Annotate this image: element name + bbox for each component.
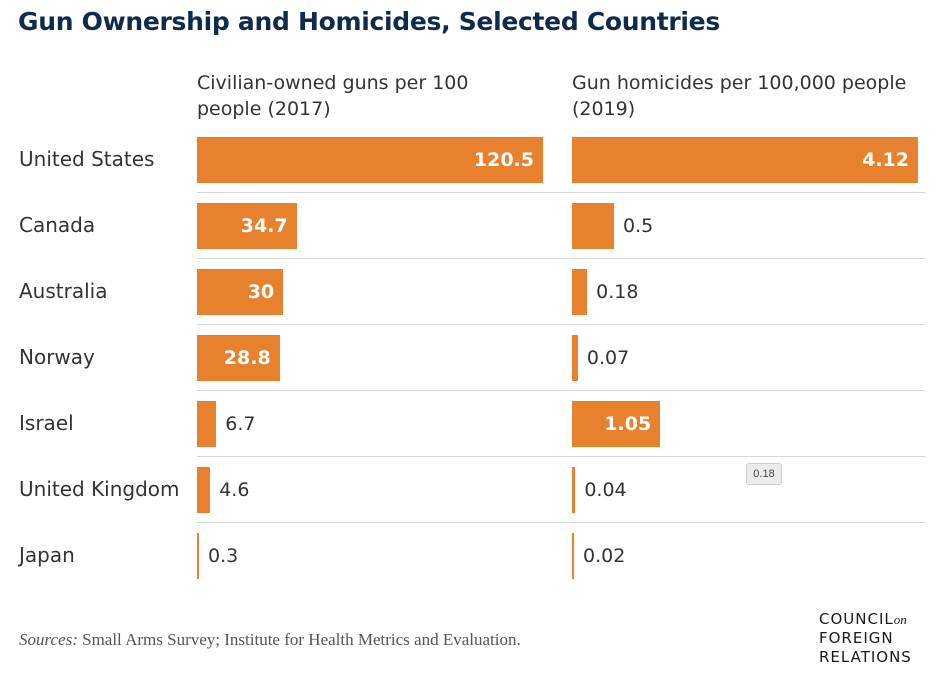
row-divider bbox=[197, 390, 925, 391]
data-label-guns-united-kingdom: 4.6 bbox=[219, 479, 250, 501]
sources-text: Small Arms Survey; Institute for Health … bbox=[77, 630, 521, 649]
row-label-israel: Israel bbox=[19, 411, 74, 435]
column-header-guns: Civilian-owned guns per 100 people (2017… bbox=[197, 72, 469, 120]
data-label-homicides-israel: 1.05 bbox=[604, 413, 652, 435]
hover-tooltip: 0.18 bbox=[746, 463, 782, 485]
row-label-canada: Canada bbox=[19, 213, 96, 237]
data-label-homicides-australia: 0.18 bbox=[596, 281, 639, 303]
row-divider bbox=[197, 324, 925, 325]
bar-homicides-australia bbox=[572, 269, 588, 315]
cfr-logo[interactable]: COUNCILon FOREIGN RELATIONS bbox=[819, 610, 934, 667]
bar-guns-united-states bbox=[197, 137, 543, 183]
bar-guns-israel bbox=[197, 401, 217, 447]
bar-homicides-canada bbox=[572, 203, 614, 249]
data-label-guns-australia: 30 bbox=[247, 281, 275, 303]
bar-guns-norway bbox=[197, 335, 280, 381]
logo-relations: RELATIONS bbox=[819, 648, 912, 666]
row-divider bbox=[197, 522, 925, 523]
data-label-homicides-japan: 0.02 bbox=[583, 545, 626, 567]
data-label-guns-canada: 34.7 bbox=[240, 215, 288, 237]
sources-prefix: Sources: bbox=[19, 630, 78, 649]
sources-note: Sources: Small Arms Survey; Institute fo… bbox=[19, 630, 521, 650]
bar-homicides-israel bbox=[572, 401, 661, 447]
column-header-homicides: Gun homicides per 100,000 people (2019) bbox=[572, 72, 907, 120]
bar-guns-united-kingdom bbox=[197, 467, 211, 513]
row-divider bbox=[197, 456, 925, 457]
bar-homicides-united-kingdom bbox=[572, 467, 576, 513]
data-label-homicides-norway: 0.07 bbox=[586, 347, 630, 369]
bar-guns-japan bbox=[197, 533, 199, 579]
data-label-homicides-canada: 0.5 bbox=[622, 215, 654, 237]
chart-title: Gun Ownership and Homicides, Selected Co… bbox=[18, 7, 720, 36]
logo-council: COUNCIL bbox=[819, 610, 894, 628]
row-label-japan: Japan bbox=[19, 543, 75, 567]
logo-on: on bbox=[893, 612, 907, 627]
data-label-guns-israel: 6.7 bbox=[225, 413, 256, 435]
bar-homicides-united-states bbox=[572, 137, 918, 183]
row-label-norway: Norway bbox=[19, 345, 95, 369]
row-divider bbox=[197, 192, 925, 193]
bar-guns-canada bbox=[197, 203, 297, 249]
data-label-homicides-united-states: 4.12 bbox=[862, 149, 909, 171]
row-label-united-states: United States bbox=[19, 147, 155, 171]
row-label-australia: Australia bbox=[19, 279, 108, 303]
row-label-united-kingdom: United Kingdom bbox=[19, 477, 180, 501]
bar-homicides-japan bbox=[572, 533, 574, 579]
data-label-homicides-united-kingdom: 0.04 bbox=[584, 479, 627, 501]
data-label-guns-japan: 0.3 bbox=[208, 545, 239, 567]
row-divider bbox=[197, 258, 925, 259]
data-label-guns-norway: 28.8 bbox=[223, 347, 271, 369]
data-label-guns-united-states: 120.5 bbox=[473, 149, 534, 171]
bar-homicides-norway bbox=[572, 335, 578, 381]
bar-guns-australia bbox=[197, 269, 284, 315]
logo-foreign: FOREIGN bbox=[819, 629, 894, 647]
